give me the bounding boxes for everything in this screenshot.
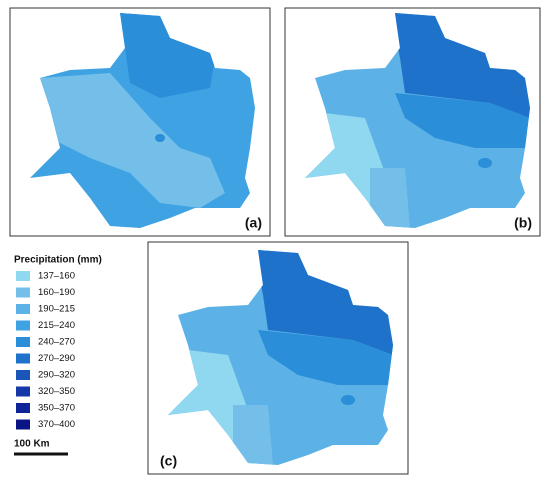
legend-label: 215–240 xyxy=(38,320,75,331)
legend-swatch xyxy=(16,287,30,298)
legend-swatch xyxy=(16,370,30,380)
legend-label: 240–270 xyxy=(38,337,75,348)
legend-swatch xyxy=(16,304,30,314)
legend-label: 160–190 xyxy=(38,287,75,298)
legend-swatch xyxy=(16,353,30,364)
legend-swatch xyxy=(16,386,30,397)
map xyxy=(148,245,393,465)
legend: 137–160 160–190 190–215 215–240 240–270 270–2… xyxy=(16,271,75,430)
legend-label: 190–215 xyxy=(38,304,75,315)
panel-label: (a) xyxy=(245,215,262,231)
legend-label: 370–400 xyxy=(38,419,75,430)
legend-label: 320–350 xyxy=(38,386,75,397)
legend-swatch xyxy=(16,419,30,430)
legend-label: 270–290 xyxy=(38,353,75,364)
legend-swatch xyxy=(16,271,30,281)
panel-frame xyxy=(147,241,409,475)
legend-title: Precipitation (mm) xyxy=(14,255,102,266)
legend-swatch xyxy=(16,337,30,347)
legend-swatch xyxy=(16,403,30,413)
legend-label: 137–160 xyxy=(38,271,75,282)
legend-swatch xyxy=(16,320,30,331)
panel-label: (c) xyxy=(160,453,177,469)
panel-frame xyxy=(284,7,541,237)
panel-label: (b) xyxy=(514,215,532,231)
panel-frame xyxy=(9,7,271,237)
legend-label: 290–320 xyxy=(38,370,75,381)
legend-label: 350–370 xyxy=(38,403,75,414)
map xyxy=(30,13,255,228)
map xyxy=(285,8,530,228)
scale-label: 100 Km xyxy=(14,439,50,450)
